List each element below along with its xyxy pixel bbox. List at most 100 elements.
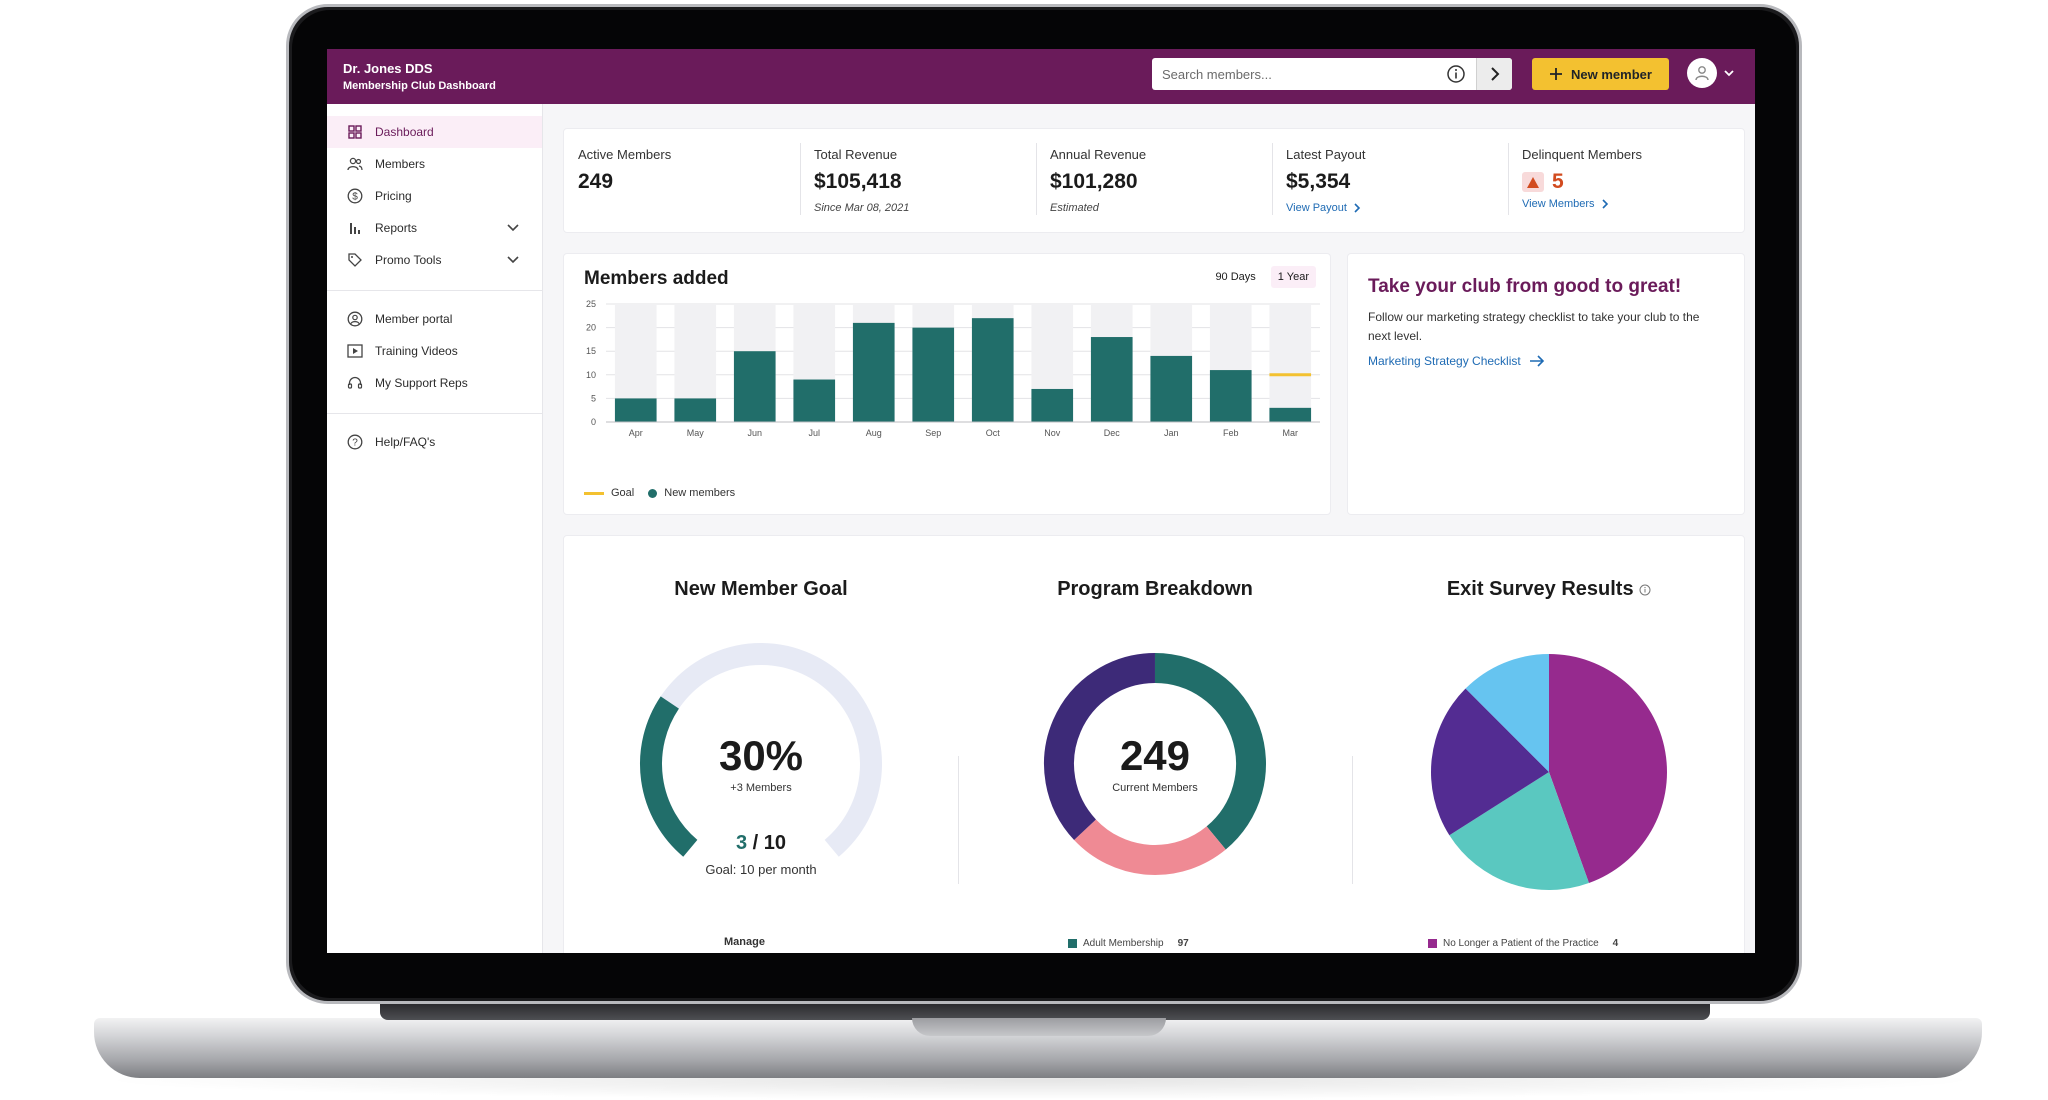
sidebar-item-member-portal[interactable]: Member portal	[327, 303, 542, 335]
bar	[1090, 337, 1133, 422]
exit-survey-panel: Exit Survey Results No Longer a Patient …	[1352, 536, 1746, 953]
sidebar-item-label: Promo Tools	[375, 253, 442, 267]
avatar	[1687, 58, 1717, 88]
y-tick-label: 15	[586, 346, 596, 356]
bar-chart-icon	[347, 220, 363, 236]
stat-active-members: Active Members 249	[564, 129, 800, 232]
bar	[733, 351, 776, 422]
exit-survey-pie	[1431, 654, 1667, 890]
program-donut	[1044, 653, 1266, 875]
new-members-swatch	[648, 488, 658, 498]
sidebar-item-pricing[interactable]: $ Pricing	[327, 180, 542, 212]
x-tick-label: May	[687, 428, 705, 438]
x-tick-label: Aug	[866, 428, 882, 438]
stat-value: 5	[1552, 170, 1564, 193]
search-box	[1152, 58, 1512, 90]
panel-title: New Member Goal	[674, 578, 848, 600]
stat-label: Total Revenue	[814, 147, 898, 162]
sidebar-item-label: My Support Reps	[375, 376, 468, 390]
search-submit-button[interactable]	[1476, 58, 1512, 90]
bar	[852, 322, 895, 422]
goal-target: 10	[763, 832, 787, 854]
play-icon	[347, 343, 363, 359]
goal-percent: 30%	[718, 732, 804, 779]
legend-new-label: New members	[664, 487, 736, 499]
sidebar-item-promo-tools[interactable]: Promo Tools	[327, 244, 542, 276]
range-1-year-button[interactable]: 1 Year	[1270, 266, 1316, 288]
x-tick-label: Mar	[1283, 428, 1299, 438]
stats-row: Active Members 249 Total Revenue $105,41…	[563, 128, 1745, 233]
info-icon[interactable]	[1446, 64, 1466, 84]
sidebar-item-members[interactable]: Members	[327, 148, 542, 180]
goal-current: 3	[735, 832, 748, 854]
x-tick-label: Dec	[1104, 428, 1121, 438]
account-menu[interactable]	[1687, 58, 1735, 88]
program-legend-item: Adult Membership 97	[1068, 938, 1189, 949]
sidebar: Dashboard Members $ Pricing Reports Pr	[327, 104, 543, 953]
sidebar-item-dashboard[interactable]: Dashboard	[327, 116, 542, 148]
dashboard-name: Membership Club Dashboard	[343, 80, 496, 92]
chevron-down-icon[interactable]	[506, 220, 520, 234]
goal-count: 3 / 10	[661, 832, 861, 855]
program-total-label: Current Members	[1112, 782, 1198, 794]
goal-center: 30% +3 Members	[661, 732, 861, 794]
members-added-card: Members added 90 Days 1 Year 0 5 10 15 20 25 A…	[563, 253, 1331, 515]
users-icon	[347, 156, 363, 172]
x-tick-label: Nov	[1044, 428, 1061, 438]
svg-text:?: ?	[352, 438, 358, 449]
bar	[1031, 388, 1074, 422]
arrow-right-icon	[1529, 355, 1544, 367]
sidebar-item-reports[interactable]: Reports	[327, 212, 542, 244]
screen: Dr. Jones DDS Membership Club Dashboard …	[327, 49, 1755, 953]
info-icon[interactable]	[1639, 584, 1651, 596]
stat-value: $105,418	[814, 170, 902, 193]
view-payout-link[interactable]: View Payout	[1286, 202, 1361, 214]
stat-delinquent-members: Delinquent Members 5 View Members	[1508, 129, 1744, 232]
brand: Dr. Jones DDS Membership Club Dashboard	[343, 61, 496, 92]
sidebar-item-help[interactable]: ? Help/FAQ's	[327, 426, 542, 458]
goal-delta: +3 Members	[730, 782, 792, 794]
help-icon: ?	[347, 434, 363, 450]
sidebar-divider	[327, 413, 542, 414]
promo-card: Take your club from good to great! Follo…	[1347, 253, 1745, 515]
donut-segment	[1044, 653, 1156, 840]
chart-legend: Goal New members	[584, 487, 735, 499]
panel-title: Exit Survey Results	[1352, 578, 1746, 601]
manage-link[interactable]: Manage	[724, 936, 765, 948]
user-circle-icon	[347, 311, 363, 327]
plus-icon	[1550, 68, 1563, 80]
promo-title: Take your club from good to great!	[1368, 276, 1682, 297]
legend-value: 4	[1612, 938, 1619, 949]
y-tick-label: 0	[591, 417, 596, 427]
pie-slice	[1431, 688, 1549, 836]
legend-goal-label: Goal	[611, 487, 635, 499]
sidebar-item-training-videos[interactable]: Training Videos	[327, 335, 542, 367]
link-label: View Payout	[1286, 202, 1347, 214]
stat-value: $5,354	[1286, 170, 1351, 193]
marketing-checklist-link[interactable]: Marketing Strategy Checklist	[1368, 354, 1545, 368]
view-members-link[interactable]: View Members	[1522, 198, 1609, 210]
search-input[interactable]	[1152, 59, 1446, 89]
link-label: Marketing Strategy Checklist	[1368, 354, 1521, 368]
chart-title: Members added	[584, 268, 729, 289]
chevron-right-icon	[1490, 67, 1499, 81]
sidebar-item-support-reps[interactable]: My Support Reps	[327, 367, 542, 399]
bar	[1269, 407, 1312, 422]
stat-annual-revenue: Annual Revenue $101,280 Estimated	[1036, 129, 1272, 232]
svg-text:$: $	[352, 192, 358, 203]
sidebar-item-label: Dashboard	[375, 125, 434, 139]
program-breakdown-panel: Program Breakdown 249 Current Members Ad…	[958, 536, 1352, 953]
donut-segment	[1074, 819, 1226, 875]
stat-note: Estimated	[1050, 202, 1099, 214]
stat-value: $101,280	[1050, 170, 1138, 193]
program-total: 249	[1119, 732, 1191, 779]
x-tick-label: Feb	[1223, 428, 1239, 438]
new-member-button[interactable]: New member	[1532, 58, 1669, 90]
bar-track	[1269, 304, 1312, 422]
chevron-down-icon[interactable]	[506, 252, 520, 266]
x-tick-label: Sep	[925, 428, 941, 438]
practice-name: Dr. Jones DDS	[343, 61, 433, 76]
stat-latest-payout: Latest Payout $5,354 View Payout	[1272, 129, 1508, 232]
range-90-days-button[interactable]: 90 Days	[1215, 271, 1256, 283]
insights-card: New Member Goal 30% +3 Members 3 / 10 Go…	[563, 535, 1745, 953]
